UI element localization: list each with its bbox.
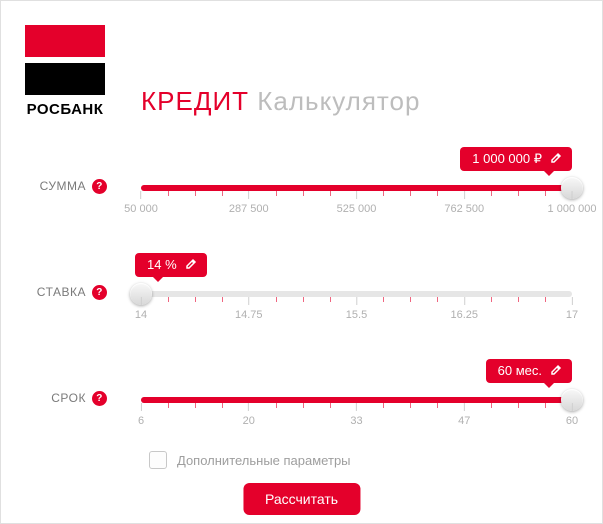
slider-row-term: СРОК? 60 мес. 6 20 33 47 60 bbox=[1, 353, 602, 449]
slider-value-badge-term[interactable]: 60 мес. bbox=[486, 359, 572, 383]
brand-name: РОСБАНК bbox=[25, 101, 105, 118]
tick-minor bbox=[410, 297, 411, 302]
logo-icon bbox=[25, 25, 105, 95]
tick-major: 33 bbox=[350, 403, 362, 427]
tick-minor bbox=[303, 403, 304, 408]
slider-label-rate: СТАВКА? bbox=[1, 285, 107, 300]
tick-major: 6 bbox=[138, 403, 144, 427]
edit-icon[interactable] bbox=[550, 364, 562, 379]
help-icon[interactable]: ? bbox=[92, 391, 107, 406]
tick-minor bbox=[222, 297, 223, 302]
slider-ticks-term: 620334760 bbox=[141, 403, 572, 433]
tick-minor bbox=[518, 297, 519, 302]
tick-minor bbox=[276, 297, 277, 302]
tick-major: 17 bbox=[566, 297, 578, 321]
tick-minor bbox=[437, 297, 438, 302]
slider-row-rate: СТАВКА? 14 % 14 14.75 15.5 16.25 17 bbox=[1, 247, 602, 343]
tick-minor bbox=[545, 191, 546, 196]
tick-minor bbox=[330, 403, 331, 408]
tick-minor bbox=[303, 297, 304, 302]
tick-major: 287 500 bbox=[229, 191, 269, 215]
tick-minor bbox=[491, 297, 492, 302]
sliders-container: СУММА? 1 000 000 ₽ 50 000 287 500 525 000 762… bbox=[1, 141, 602, 459]
slider-value-badge-amount[interactable]: 1 000 000 ₽ bbox=[460, 147, 572, 171]
tick-minor bbox=[330, 297, 331, 302]
tick-minor bbox=[168, 403, 169, 408]
slider-track-area-rate: 14 %1414.7515.516.2517 bbox=[141, 247, 572, 343]
tick-minor bbox=[276, 403, 277, 408]
tick-major: 47 bbox=[458, 403, 470, 427]
tick-major: 14 bbox=[135, 297, 147, 321]
tick-minor bbox=[437, 191, 438, 196]
slider-value-badge-rate[interactable]: 14 % bbox=[135, 253, 207, 277]
slider-ticks-amount: 50 000287 500525 000762 5001 000 000 bbox=[141, 191, 572, 221]
tick-minor bbox=[545, 297, 546, 302]
title-red: КРЕДИТ bbox=[141, 86, 249, 116]
tick-major: 16.25 bbox=[450, 297, 478, 321]
tick-minor bbox=[410, 191, 411, 196]
edit-icon[interactable] bbox=[550, 152, 562, 167]
title-grey: Калькулятор bbox=[257, 86, 420, 116]
tick-minor bbox=[195, 191, 196, 196]
slider-row-amount: СУММА? 1 000 000 ₽ 50 000 287 500 525 000 762… bbox=[1, 141, 602, 237]
slider-ticks-rate: 1414.7515.516.2517 bbox=[141, 297, 572, 327]
tick-minor bbox=[330, 191, 331, 196]
help-icon[interactable]: ? bbox=[92, 179, 107, 194]
tick-major: 60 bbox=[566, 403, 578, 427]
tick-major: 14.75 bbox=[235, 297, 263, 321]
tick-minor bbox=[410, 403, 411, 408]
tick-minor bbox=[383, 191, 384, 196]
tick-minor bbox=[276, 191, 277, 196]
help-icon[interactable]: ? bbox=[92, 285, 107, 300]
tick-minor bbox=[491, 403, 492, 408]
tick-major: 15.5 bbox=[346, 297, 367, 321]
tick-minor bbox=[195, 297, 196, 302]
tick-minor bbox=[222, 403, 223, 408]
tick-major: 762 500 bbox=[444, 191, 484, 215]
tick-minor bbox=[491, 191, 492, 196]
tick-minor bbox=[518, 191, 519, 196]
tick-minor bbox=[437, 403, 438, 408]
edit-icon[interactable] bbox=[185, 258, 197, 273]
slider-label-amount: СУММА? bbox=[1, 179, 107, 194]
slider-track-area-amount: 1 000 000 ₽50 000287 500525 000762 5001 … bbox=[141, 141, 572, 237]
extra-params-row[interactable]: Дополнительные параметры bbox=[149, 451, 351, 469]
extra-params-label: Дополнительные параметры bbox=[177, 453, 351, 468]
tick-minor bbox=[545, 403, 546, 408]
tick-major: 1 000 000 bbox=[548, 191, 597, 215]
tick-major: 525 000 bbox=[337, 191, 377, 215]
page-title: КРЕДИТ Калькулятор bbox=[141, 86, 420, 117]
tick-minor bbox=[195, 403, 196, 408]
slider-track-area-term: 60 мес.620334760 bbox=[141, 353, 572, 449]
calculate-button[interactable]: Рассчитать bbox=[243, 483, 360, 515]
tick-minor bbox=[383, 403, 384, 408]
tick-minor bbox=[383, 297, 384, 302]
tick-minor bbox=[168, 297, 169, 302]
tick-major: 20 bbox=[243, 403, 255, 427]
slider-label-term: СРОК? bbox=[1, 391, 107, 406]
tick-minor bbox=[168, 191, 169, 196]
extra-params-checkbox[interactable] bbox=[149, 451, 167, 469]
tick-minor bbox=[222, 191, 223, 196]
tick-minor bbox=[518, 403, 519, 408]
tick-minor bbox=[303, 191, 304, 196]
brand-logo: РОСБАНК bbox=[25, 25, 105, 118]
tick-major: 50 000 bbox=[124, 191, 158, 215]
